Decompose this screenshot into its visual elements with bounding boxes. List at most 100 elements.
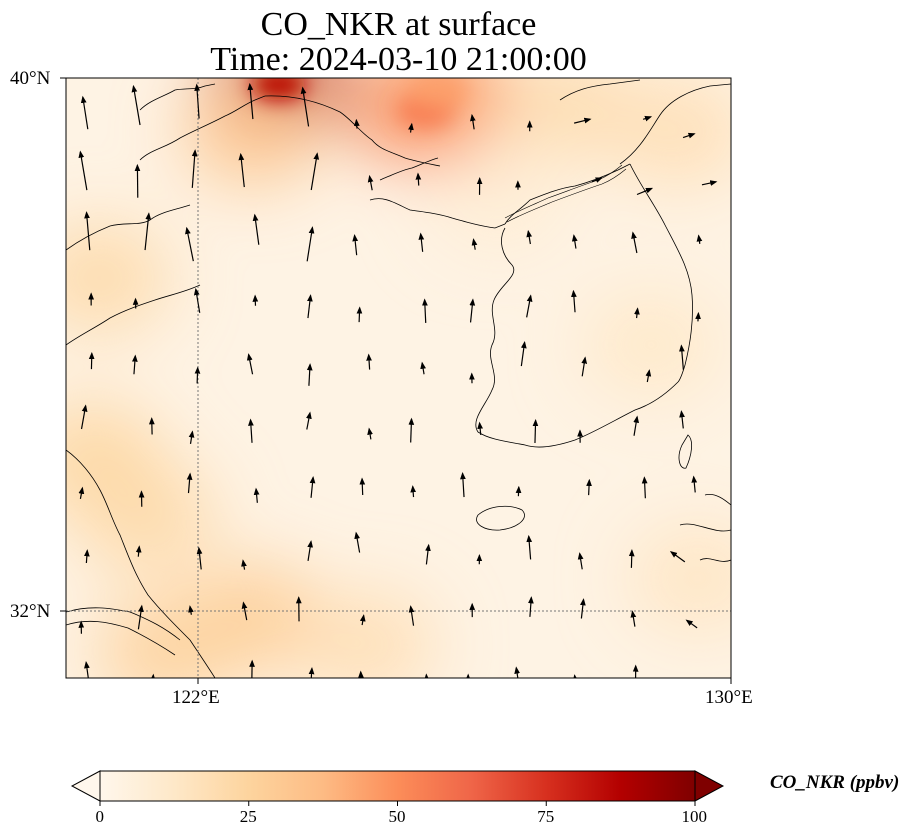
wind-arrow [685,619,698,629]
concentration-hotspot-core [250,78,307,101]
wind-arrow [696,234,703,244]
wind-arrow [669,551,686,563]
wind-arrow [366,353,372,370]
wind-arrow [420,361,426,375]
wind-arrow [131,84,141,126]
concentration-hotspot [182,78,323,187]
wind-arrow [526,534,533,560]
wind-arrow [309,475,316,498]
concentration-hotspot-core [410,78,467,108]
concentration-hotspot [95,596,236,678]
colorbar-label: CO_NKR (ppbv) [770,772,900,793]
wind-arrow [571,234,578,249]
wind-arrow [300,86,310,127]
lon-label-122e: 122°E [172,687,220,708]
wind-arrow [354,531,361,553]
wind-arrow [308,666,315,678]
map-subtitle-time: Time: 2024-03-10 21:00:00 [210,41,587,78]
colorbar-extend-high [694,770,725,802]
wind-arrow [422,298,428,323]
wind-arrow [144,212,152,251]
wind-arrow [470,113,476,130]
wind-arrow [367,427,373,440]
wind-arrow [78,486,85,499]
lat-label-32n: 32°N [10,601,51,622]
wind-arrow [415,172,422,186]
wind-arrow [526,229,533,245]
wind-arrow [410,485,417,498]
wind-arrow [645,369,652,383]
wind-arrow [695,311,701,322]
colorbar-tick-label: 75 [537,807,555,826]
wind-arrow [359,614,366,626]
wind-arrow [131,354,138,375]
wind-arrow [628,549,635,568]
wind-arrow [356,306,363,323]
wind-arrow [580,598,586,619]
wind-arrow [188,430,195,444]
wind-arrow [135,545,142,557]
wind-arrow [477,421,484,435]
wind-arrow [80,95,89,130]
wind-arrow [636,187,654,196]
gridlines [66,78,731,678]
wind-arrow [630,610,637,627]
colorbar-tick-label: 100 [681,807,708,826]
wind-arrow [238,152,245,188]
wind-arrow [78,150,88,191]
wind-arrow [188,605,194,615]
wind-arrow [137,604,144,630]
lon-label-130e: 130°E [705,687,753,708]
wind-arrow [631,231,638,254]
wind-arrow [196,546,203,570]
wind-arrow [306,411,312,430]
wind-arrow [571,289,577,313]
wind-arrow [469,298,476,323]
wind-arrow [248,418,254,443]
wind-arrow [408,605,415,626]
wind-arrow [532,418,539,444]
map-title: CO_NKR at surface [260,6,537,43]
wind-arrow [186,472,193,494]
wind-arrow [526,294,533,318]
wind-arrow [691,475,698,493]
concentration-hotspot [627,523,731,633]
wind-arrow [310,152,320,191]
colorbar [70,770,725,806]
wind-arrow [418,232,425,252]
concentration-hotspot [607,78,731,187]
wind-arrow [694,684,701,689]
lat-label-40n: 40°N [10,68,51,89]
wind-arrow [246,353,254,375]
concentration-hotspot [75,463,216,573]
wind-arrow [642,115,653,122]
wind-arrow [253,487,260,503]
wind-arrow [359,477,366,496]
wind-arrow [679,410,685,429]
wind-arrow [471,238,478,250]
wind-arrow [577,552,584,570]
wind-arrow [520,340,527,367]
wind-arrow [185,226,194,262]
wind-arrow [514,666,520,678]
wind-arrow [678,344,685,370]
wind-arrow [586,478,592,496]
wind-arrow [194,366,201,384]
wind-arrow [633,415,640,436]
colorbar-tick-label: 0 [95,807,105,826]
wind-arrow [83,549,90,564]
wind-arrow [573,117,592,124]
wind-arrow [581,356,588,377]
wind-arrow [191,149,198,188]
wind-arrow [84,211,91,251]
wind-arrow [425,543,431,565]
concentration-hotspot [428,143,569,253]
concentration-hotspot [494,78,635,160]
colorbar-tick-label: 50 [388,807,406,826]
colorbar-tick-label: 25 [239,807,257,826]
colorbar-gradient [100,771,695,801]
wind-arrow [307,540,313,561]
concentration-hotspot [295,589,436,678]
wind-arrow [367,174,374,191]
